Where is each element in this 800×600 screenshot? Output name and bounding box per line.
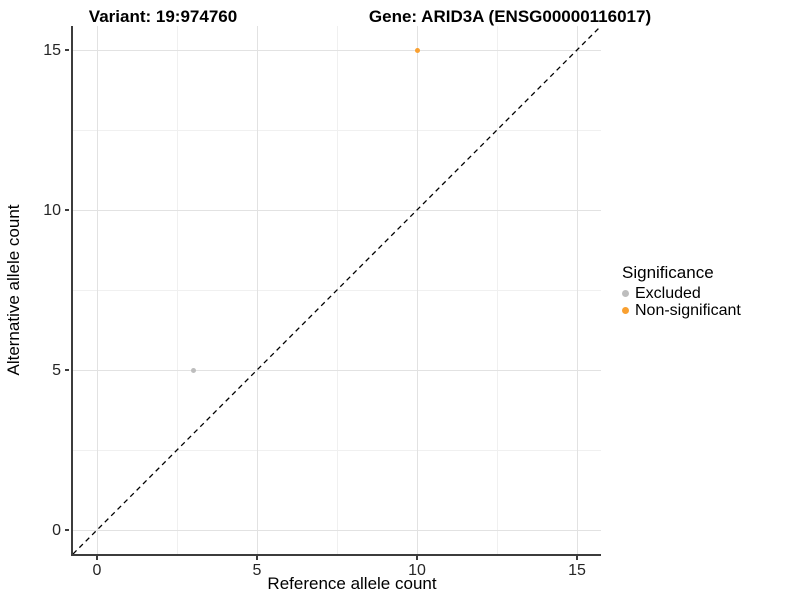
x-major-gridline	[416, 26, 418, 554]
x-major-gridline	[256, 26, 258, 554]
x-tick-label: 10	[408, 562, 426, 579]
y-tick-mark	[65, 49, 69, 51]
y-major-gridline	[73, 369, 601, 371]
x-tick-mark	[256, 556, 258, 560]
identity-line	[73, 26, 601, 554]
plot-panel	[71, 26, 601, 556]
data-point-excluded	[190, 367, 196, 373]
legend: Significance Excluded Non-significant	[622, 263, 741, 319]
non-significant-dot-icon	[622, 307, 629, 314]
x-tick-mark	[576, 556, 578, 560]
legend-title: Significance	[622, 263, 714, 282]
plot-title-gene: Gene: ARID3A (ENSG00000116017)	[368, 7, 652, 26]
x-major-gridline	[576, 26, 578, 554]
data-point-non-significant	[414, 47, 420, 53]
excluded-dot-icon	[622, 290, 629, 297]
legend-item-label: Excluded	[635, 284, 701, 302]
x-tick-mark	[416, 556, 418, 560]
y-tick-label: 10	[43, 201, 61, 219]
y-tick-mark	[65, 529, 69, 531]
y-tick-label: 15	[43, 41, 61, 59]
y-minor-gridline	[73, 449, 601, 451]
y-tick-label: 0	[52, 521, 61, 539]
x-tick-label: 15	[568, 562, 586, 579]
y-major-gridline	[73, 49, 601, 51]
y-axis-title: Alternative allele count	[4, 204, 23, 376]
legend-item-non-significant: Non-significant	[622, 302, 741, 319]
y-tick-mark	[65, 369, 69, 371]
y-tick-label: 5	[52, 361, 61, 379]
x-axis-title: Reference allele count	[267, 574, 437, 593]
plot-title-variant: Variant: 19:974760	[88, 7, 238, 26]
legend-item-excluded: Excluded	[622, 285, 741, 302]
x-tick-label: 0	[92, 562, 102, 579]
y-major-gridline	[73, 209, 601, 211]
x-major-gridline	[96, 26, 98, 554]
x-tick-mark	[96, 556, 98, 560]
x-tick-label: 5	[252, 562, 262, 579]
y-major-gridline	[73, 529, 601, 531]
y-tick-mark	[65, 209, 69, 211]
legend-item-label: Non-significant	[635, 301, 741, 319]
y-minor-gridline	[73, 129, 601, 131]
